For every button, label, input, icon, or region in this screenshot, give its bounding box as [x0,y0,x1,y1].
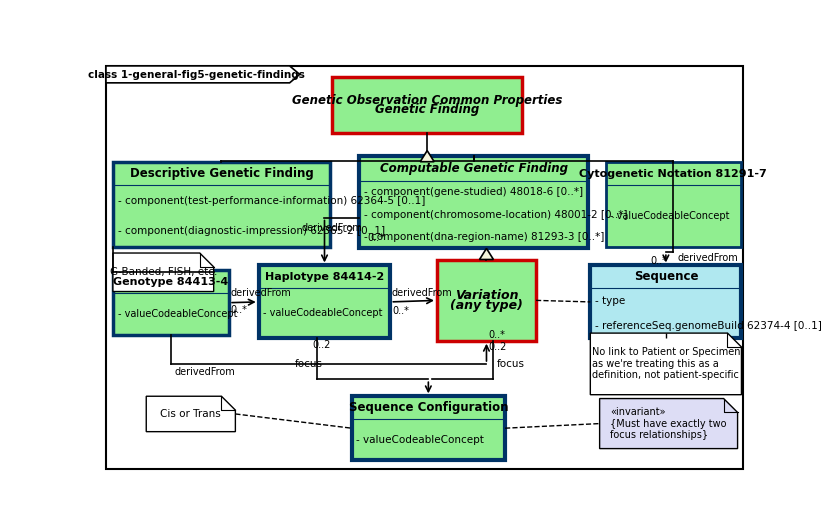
Text: No link to Patient or Specimen
as we're treating this as a
definition, not patie: No link to Patient or Specimen as we're … [591,347,739,381]
Text: focus: focus [295,359,323,369]
Text: derivedFrom: derivedFrom [676,253,737,263]
Text: - component(diagnostic-impression) 62365-2 [0..1]: - component(diagnostic-impression) 62365… [118,226,384,236]
Text: Cytogenetic Notation 81291-7: Cytogenetic Notation 81291-7 [579,169,766,179]
Polygon shape [146,396,235,431]
Polygon shape [599,399,737,448]
Text: (any type): (any type) [450,299,522,312]
Polygon shape [479,249,493,260]
Text: Computable Genetic Finding: Computable Genetic Finding [379,162,567,175]
Polygon shape [113,253,214,292]
Text: Haplotype 84414-2: Haplotype 84414-2 [265,272,383,282]
Text: Genotype 84413-4: Genotype 84413-4 [113,277,229,287]
Text: derivedFrom: derivedFrom [230,288,291,298]
Text: - component(test-performance-information) 62364-5 [0..1]: - component(test-performance-information… [118,196,425,206]
Text: - component(gene-studied) 48018-6 [0..*]: - component(gene-studied) 48018-6 [0..*] [363,187,582,197]
Text: G-Banded, FISH, etc.: G-Banded, FISH, etc. [109,267,217,277]
Text: Descriptive Genetic Finding: Descriptive Genetic Finding [129,167,313,180]
Text: 0..2: 0..2 [489,342,507,352]
Text: - component(dna-region-name) 81293-3 [0..*]: - component(dna-region-name) 81293-3 [0.… [363,232,604,242]
Text: 0..2: 0..2 [312,340,331,350]
Text: Variation: Variation [455,289,518,302]
Text: Cis or Trans: Cis or Trans [161,409,221,419]
Text: 0..*: 0..* [230,305,248,315]
Bar [113,270,229,335]
Text: class 1-general-fig5-genetic-findings: class 1-general-fig5-genetic-findings [88,70,305,80]
Bar [113,162,330,247]
Text: derivedFrom: derivedFrom [301,223,362,233]
Text: - valueCodeableConcept: - valueCodeableConcept [609,211,729,221]
Bar [258,266,390,339]
Text: 0..*: 0..* [489,330,505,340]
Polygon shape [106,66,300,83]
Text: - component(chromosome-location) 48001-2 [0..*]: - component(chromosome-location) 48001-2… [363,209,627,219]
Text: 0..*: 0..* [367,233,383,243]
Bar [359,156,587,249]
Text: «invariant»
{Must have exactly two
focus relationships}: «invariant» {Must have exactly two focus… [609,407,726,440]
Text: - type: - type [595,296,624,306]
Text: - valueCodeableConcept: - valueCodeableConcept [118,309,237,319]
Bar [332,77,522,133]
Text: Sequence Configuration: Sequence Configuration [349,401,508,414]
Bar [590,266,740,339]
Polygon shape [420,151,434,162]
Text: Genetic Observation Common Properties: Genetic Observation Common Properties [291,94,561,107]
Text: - valueCodeableConcept: - valueCodeableConcept [263,308,383,319]
Bar [605,162,739,247]
Bar [351,396,504,460]
Text: Sequence: Sequence [633,270,697,284]
Text: - valueCodeableConcept: - valueCodeableConcept [356,435,484,445]
Text: 0..*: 0..* [392,306,408,316]
Text: 0..*: 0..* [650,255,667,266]
Text: derivedFrom: derivedFrom [175,367,235,377]
Bar [436,260,536,341]
Polygon shape [590,333,740,395]
Text: focus: focus [496,359,524,369]
Text: derivedFrom: derivedFrom [392,288,452,298]
Text: Genetic Finding: Genetic Finding [374,103,479,116]
Text: - referenceSeq.genomeBuild 62374-4 [0..1]: - referenceSeq.genomeBuild 62374-4 [0..1… [595,321,821,331]
